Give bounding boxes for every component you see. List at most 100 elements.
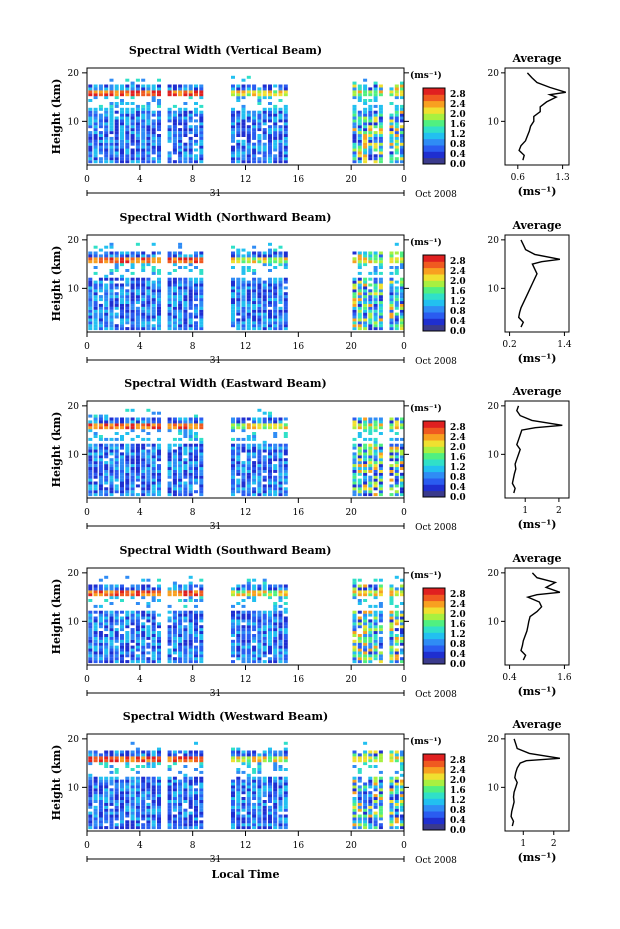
heatmap-cell xyxy=(120,113,124,117)
heatmap-cell xyxy=(151,426,156,430)
heatmap-cell xyxy=(88,645,93,649)
heatmap-cell xyxy=(104,303,109,307)
colorbar-tick-label: 0.0 xyxy=(450,493,466,503)
heatmap-cell xyxy=(373,642,378,646)
heatmap-cell xyxy=(183,283,188,287)
heatmap-cell xyxy=(278,292,283,296)
heatmap-cell xyxy=(352,324,357,328)
heatmap-cell xyxy=(368,432,373,435)
heatmap-cell xyxy=(241,446,246,450)
x-tick-label: 12 xyxy=(240,508,251,518)
heatmap-cell xyxy=(394,93,399,97)
average-x-tick-label: 2 xyxy=(556,506,562,516)
heatmap-cell xyxy=(88,315,93,319)
heatmap-cell xyxy=(231,257,235,261)
heatmap-cell xyxy=(236,157,241,161)
heatmap-cell xyxy=(146,136,151,140)
heatmap-cell xyxy=(241,157,246,161)
heatmap-cell xyxy=(236,817,241,821)
heatmap-cell xyxy=(394,134,399,137)
heatmap-cell xyxy=(363,648,368,652)
heatmap-cell xyxy=(88,260,93,264)
heatmap-cell xyxy=(146,154,151,158)
heatmap-cell xyxy=(373,154,378,158)
heatmap-cell xyxy=(278,645,283,649)
heatmap-cell xyxy=(120,599,124,602)
heatmap-cell xyxy=(88,139,93,143)
heatmap-cell xyxy=(151,811,156,815)
heatmap-cell xyxy=(88,292,93,296)
heatmap-cell xyxy=(257,826,262,830)
heatmap-cell xyxy=(400,493,404,497)
heatmap-cell xyxy=(135,151,140,155)
heatmap-cell xyxy=(157,805,161,809)
heatmap-cell xyxy=(199,440,204,444)
heatmap-cell xyxy=(394,271,399,275)
heatmap-cell xyxy=(188,802,193,806)
heatmap-cell xyxy=(278,289,283,293)
heatmap-cell xyxy=(231,295,235,299)
heatmap-cell xyxy=(273,139,278,143)
heatmap-cell xyxy=(273,584,278,588)
heatmap-cell xyxy=(104,437,109,441)
heatmap-cell xyxy=(283,157,288,161)
heatmap-cell xyxy=(252,616,257,620)
heatmap-cell xyxy=(109,260,114,264)
heatmap-cell xyxy=(394,315,399,319)
heatmap-cell xyxy=(104,423,109,427)
heatmap-cell xyxy=(246,642,251,646)
heatmap-cell xyxy=(246,776,251,780)
heatmap-cell xyxy=(114,154,119,158)
heatmap-cell xyxy=(241,449,246,453)
heatmap-cell xyxy=(241,283,246,287)
heatmap-cell xyxy=(283,584,288,588)
heatmap-cell xyxy=(104,289,109,293)
heatmap-cell xyxy=(257,788,262,792)
heatmap-cell xyxy=(146,590,151,594)
heatmap-cell xyxy=(231,148,235,152)
heatmap-cell xyxy=(183,587,188,591)
heatmap-cell xyxy=(246,298,251,302)
heatmap-cell xyxy=(188,295,193,299)
heatmap-cell xyxy=(378,104,383,108)
heatmap-cell xyxy=(135,636,140,640)
heatmap-cell xyxy=(120,756,124,760)
heatmap-cell xyxy=(257,776,262,780)
heatmap-cell xyxy=(151,610,156,614)
heatmap-cell xyxy=(400,616,404,620)
heatmap-cell xyxy=(252,437,257,441)
heatmap-cell xyxy=(114,145,119,149)
heatmap-cell xyxy=(257,420,262,424)
heatmap-cell xyxy=(98,604,103,608)
heatmap-cell xyxy=(252,157,257,161)
heatmap-cell xyxy=(262,292,267,296)
heatmap-cell xyxy=(114,303,119,307)
heatmap-cell xyxy=(273,142,278,146)
heatmap-cell xyxy=(125,634,130,637)
heatmap-cell xyxy=(183,315,188,319)
heatmap-cell xyxy=(120,292,124,296)
heatmap-cell xyxy=(363,128,368,132)
heatmap-cell xyxy=(363,628,368,632)
heatmap-cell xyxy=(389,619,394,623)
heatmap-cell xyxy=(178,128,183,132)
heatmap-cell xyxy=(257,145,262,149)
heatmap-cell xyxy=(199,797,204,800)
heatmap-cell xyxy=(363,817,368,821)
heatmap-cell xyxy=(278,613,283,617)
heatmap-cell xyxy=(167,157,172,161)
heatmap-cell xyxy=(199,808,204,812)
heatmap-cell xyxy=(157,119,161,123)
heatmap-cell xyxy=(236,753,241,757)
heatmap-cell xyxy=(394,660,399,664)
heatmap-cell xyxy=(167,765,172,768)
heatmap-cell xyxy=(151,242,156,246)
heatmap-cell xyxy=(268,467,272,470)
heatmap-cell xyxy=(130,443,135,447)
heatmap-cell xyxy=(257,634,262,637)
heatmap-cell xyxy=(389,584,394,588)
heatmap-cell xyxy=(188,260,193,264)
heatmap-cell xyxy=(268,131,272,135)
heatmap-cell xyxy=(257,260,262,264)
heatmap-cell xyxy=(236,634,241,637)
